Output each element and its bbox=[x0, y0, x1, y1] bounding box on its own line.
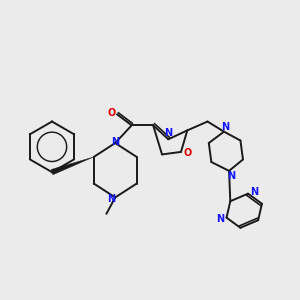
Text: O: O bbox=[107, 108, 116, 118]
Text: N: N bbox=[164, 128, 172, 138]
Text: N: N bbox=[111, 137, 119, 147]
Text: N: N bbox=[250, 188, 258, 197]
Text: O: O bbox=[183, 148, 191, 158]
Polygon shape bbox=[51, 157, 94, 175]
Text: N: N bbox=[216, 214, 224, 224]
Text: N: N bbox=[221, 122, 229, 132]
Text: N: N bbox=[107, 194, 116, 204]
Text: N: N bbox=[227, 171, 236, 181]
